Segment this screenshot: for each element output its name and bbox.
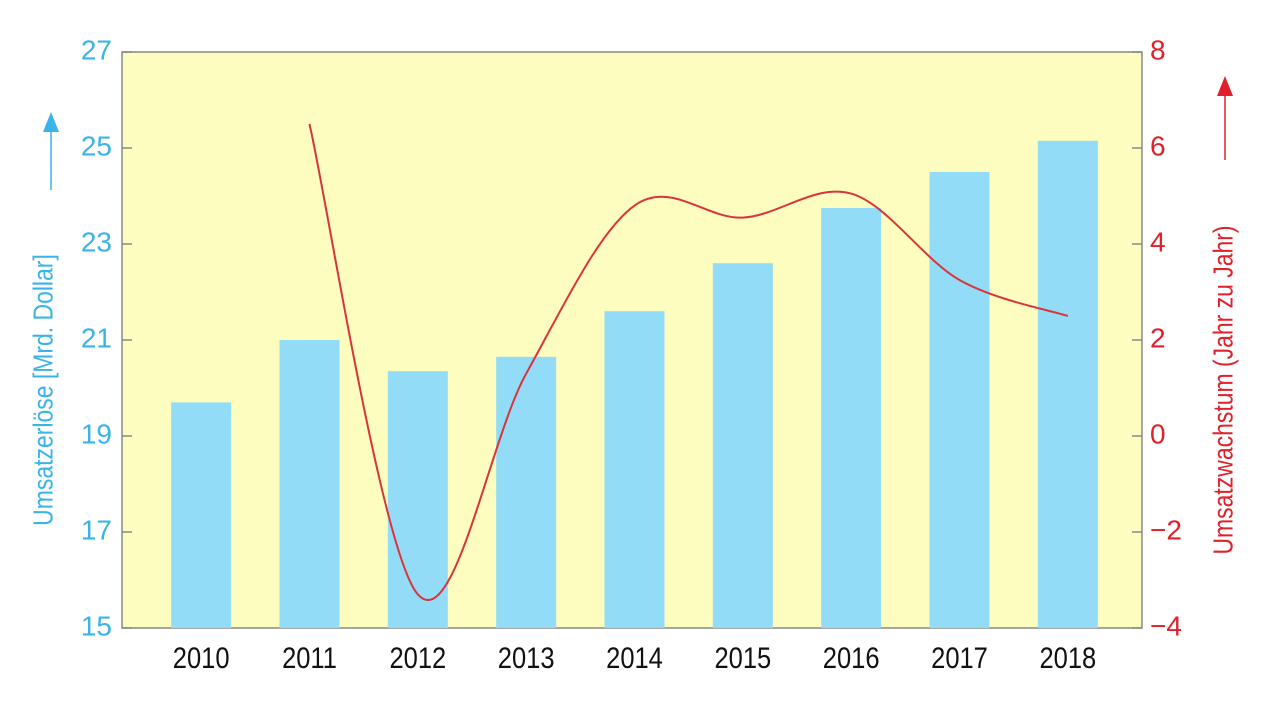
x-tick-label: 2011 (282, 641, 337, 674)
x-tick-label: 2012 (389, 641, 446, 674)
bar (821, 208, 882, 628)
bar (387, 371, 448, 628)
y-tick-label: 15 (81, 610, 112, 641)
y2-tick-label: 2 (1150, 322, 1166, 353)
x-tick-label: 2017 (931, 641, 988, 674)
x-tick-label: 2015 (714, 641, 771, 674)
x-tick-label: 2014 (606, 641, 663, 674)
x-tick-label: 2016 (823, 641, 880, 674)
x-tick-label: 2018 (1039, 641, 1096, 674)
bar (171, 402, 232, 628)
y2-axis-arrow (1217, 76, 1233, 160)
y-tick-label: 21 (81, 322, 112, 353)
y2-tick-label: −4 (1150, 610, 1182, 641)
bar (712, 263, 773, 628)
y2-tick-label: 0 (1150, 418, 1166, 449)
x-tick-label: 2010 (173, 641, 230, 674)
y-tick-label: 17 (81, 514, 112, 545)
y-tick-label: 19 (81, 418, 112, 449)
y-axis-label: Umsatzerlöse [Mrd. Dollar] (28, 254, 59, 526)
y-tick-label: 27 (81, 34, 112, 65)
bar (929, 172, 990, 628)
bar (496, 356, 557, 628)
y-tick-label: 23 (81, 226, 112, 257)
y2-tick-label: 6 (1150, 130, 1166, 161)
y2-tick-label: 4 (1150, 226, 1166, 257)
x-tick-label: 2013 (498, 641, 555, 674)
y2-tick-label: 8 (1150, 34, 1166, 65)
y-axis-arrow (43, 112, 59, 190)
bar (604, 311, 665, 628)
line (308, 123, 1069, 602)
y-tick-label: 25 (81, 130, 112, 161)
bar (1037, 140, 1098, 629)
y2-tick-label: −2 (1150, 514, 1182, 545)
bar (279, 340, 340, 628)
y2-axis-label: Umsatzwachstum (Jahr zu Jahr) (1208, 225, 1239, 554)
